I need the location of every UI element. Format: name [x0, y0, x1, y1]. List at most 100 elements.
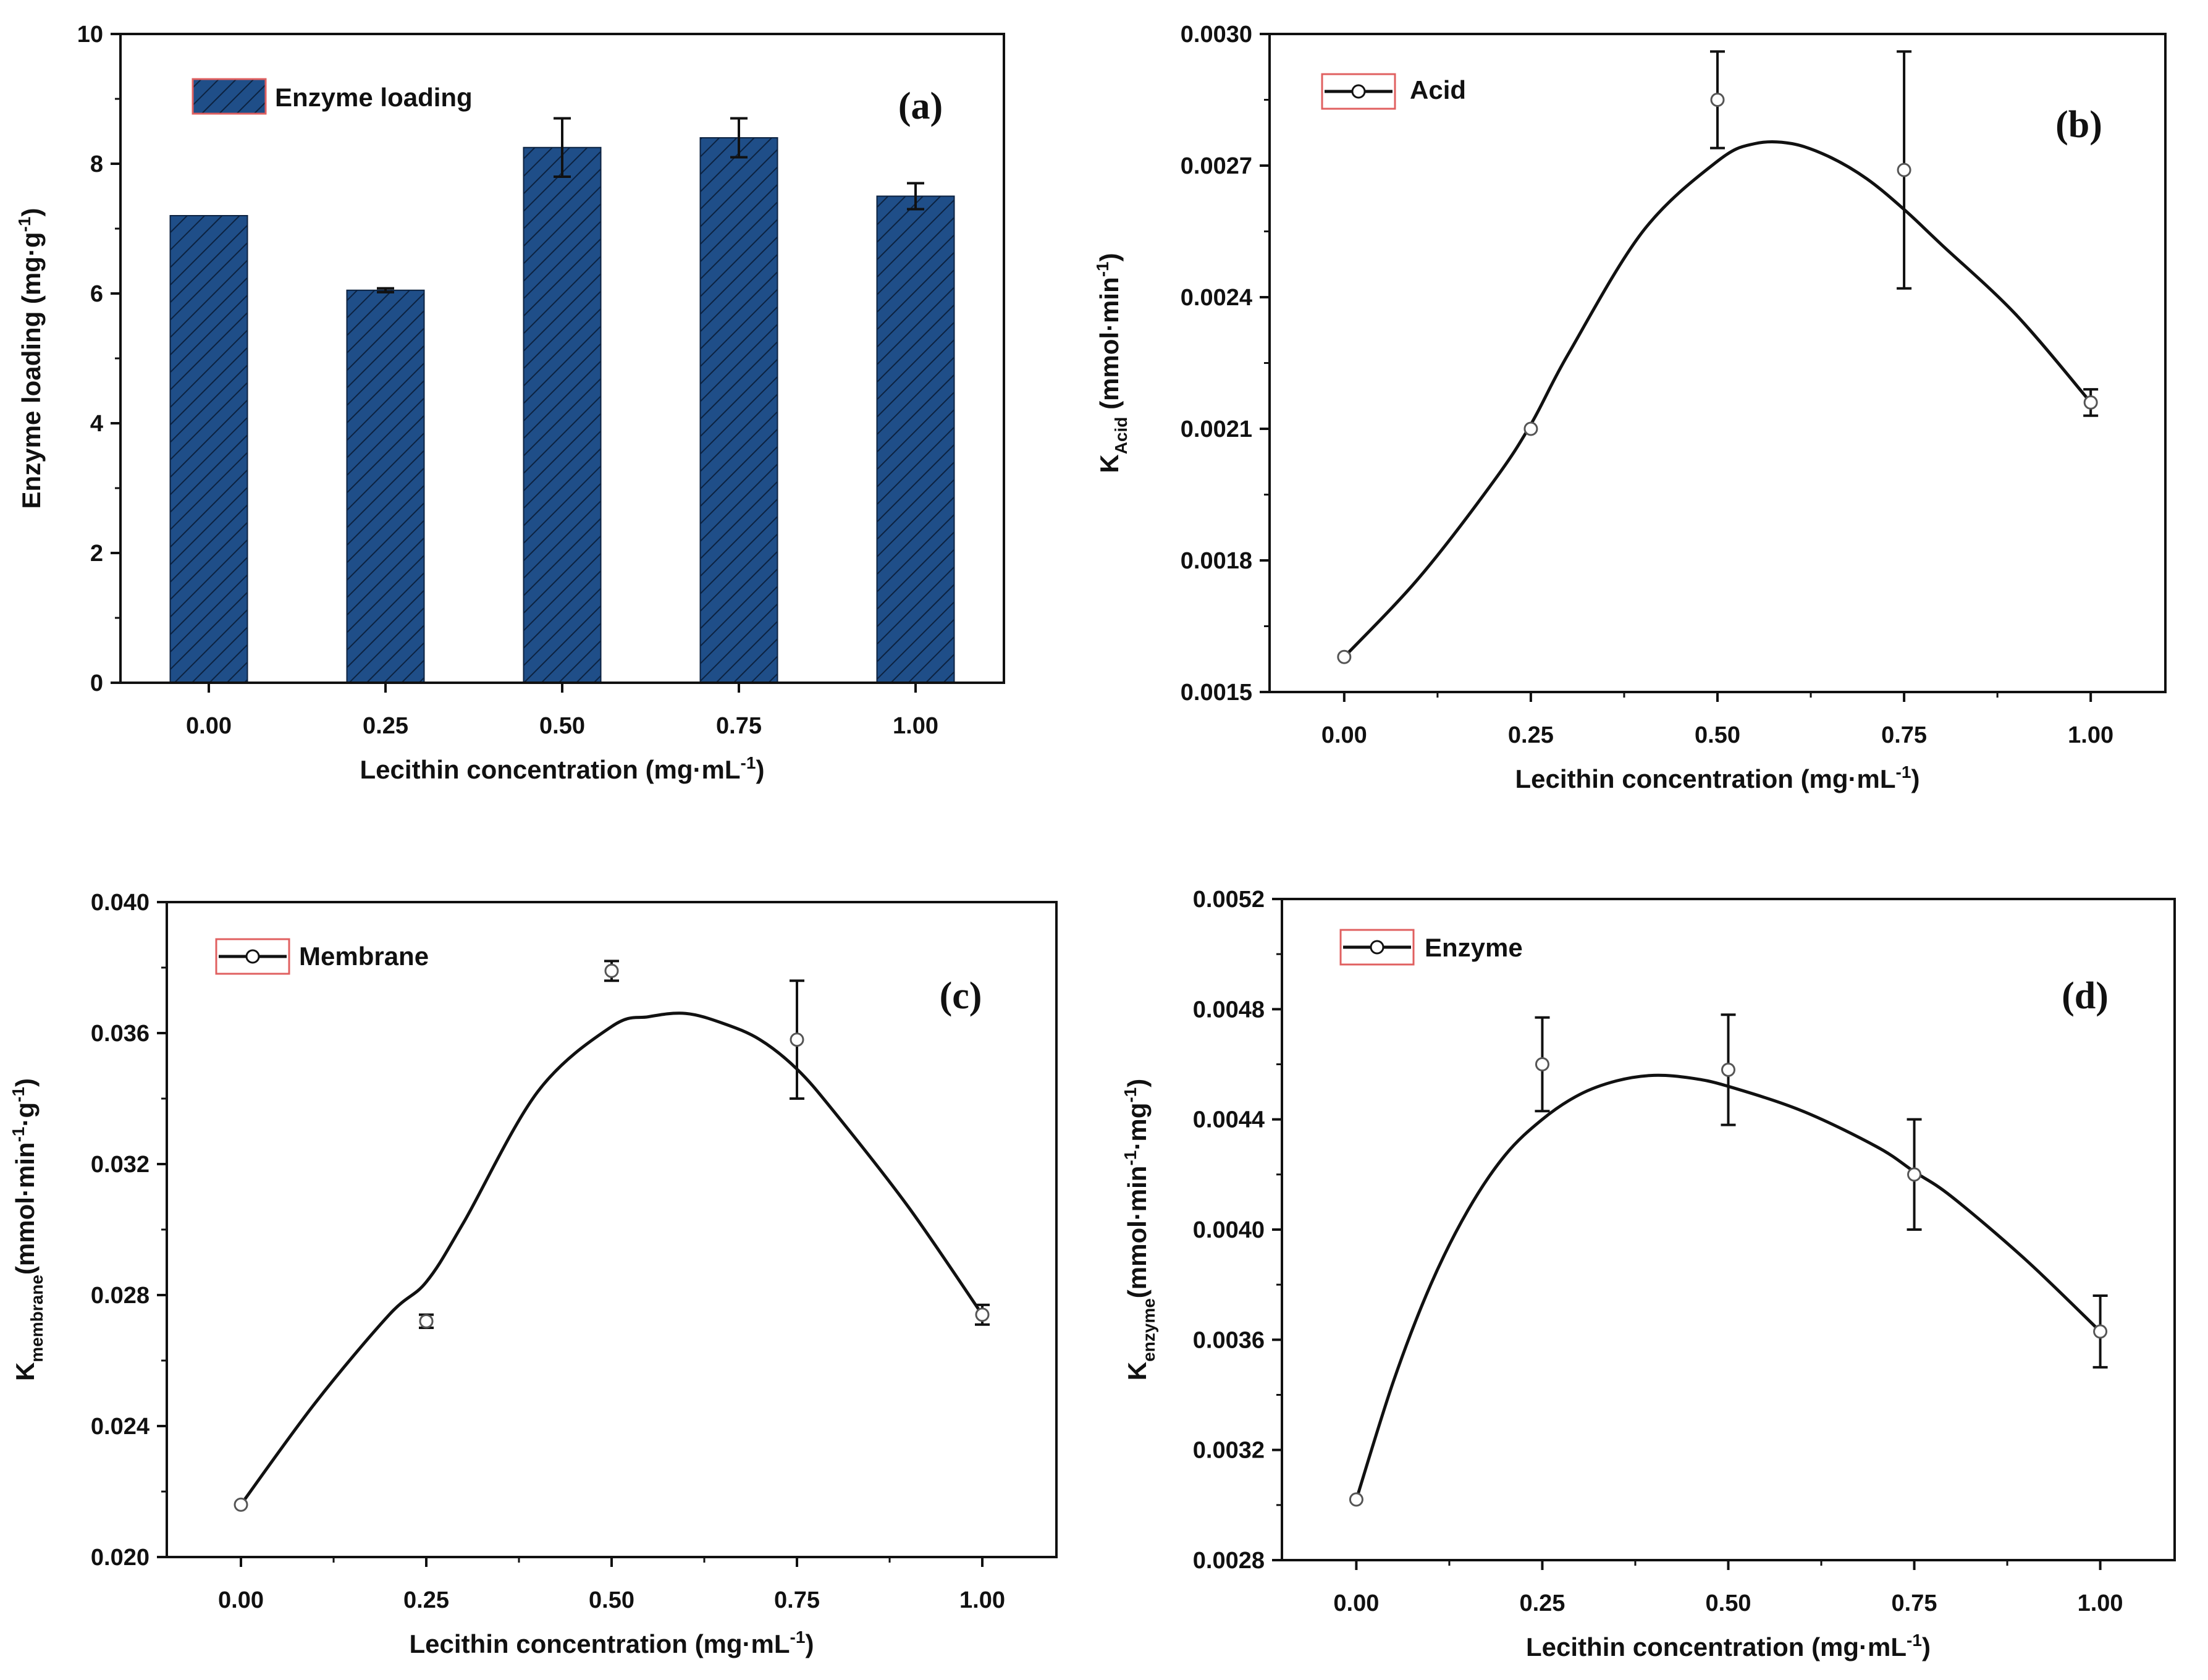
- x-tick-label: 0.50: [1706, 1590, 1751, 1616]
- y-axis-label: Kenzyme(mmol·min-1·mg-1): [1121, 1079, 1158, 1381]
- x-tick-label: 0.00: [218, 1587, 264, 1613]
- legend-marker: [1351, 84, 1366, 99]
- plot-frame: [166, 901, 1058, 1558]
- legend-label: Enzyme loading: [275, 83, 473, 112]
- x-tick-label: 0.25: [403, 1587, 449, 1613]
- x-tick-label: 1.00: [2078, 1590, 2123, 1616]
- panel-tag: (b): [2055, 104, 2102, 146]
- y-tick-label: 0.0052: [1193, 887, 1265, 913]
- x-axis-label: Lecithin concentration (mg·mL-1): [1515, 762, 1920, 793]
- fit-curve: [239, 1011, 984, 1506]
- y-tick-label: 0.0015: [1181, 680, 1252, 706]
- y-axis-label: Kmembrane(mmol·min-1·g-1): [9, 1078, 46, 1381]
- panel-tag: (d): [2062, 975, 2109, 1017]
- panel-a: 0 2 4 6 8 10 0.00 0.25 0.50 0.75 1.00 Enzyme loadin…: [15, 22, 1005, 784]
- y-tick-label: 0.0021: [1181, 416, 1252, 442]
- panel-tag: (a): [898, 85, 943, 127]
- y-tick-label: 0.0018: [1181, 548, 1252, 574]
- plot-frame: [1281, 898, 2176, 1561]
- bar: [523, 146, 602, 683]
- x-tick-label: 0.00: [1321, 722, 1367, 748]
- y-tick-label: 0.0028: [1193, 1548, 1265, 1574]
- data-point: [1535, 1057, 1549, 1071]
- legend-swatch: [193, 79, 266, 114]
- plot-frame: [1268, 33, 2167, 693]
- data-point: [975, 1307, 990, 1322]
- x-tick-label: 0.00: [186, 713, 232, 739]
- y-tick-label: 4: [90, 411, 103, 437]
- x-tick-label: 0.50: [589, 1587, 634, 1613]
- bar: [876, 195, 955, 683]
- y-tick-label: 0: [90, 670, 103, 696]
- x-tick-label: 0.25: [1508, 722, 1554, 748]
- legend-swatch-border: [1321, 73, 1396, 110]
- legend-swatch-border: [1339, 929, 1415, 966]
- data-point: [234, 1497, 248, 1512]
- y-tick-label: 0.0027: [1181, 153, 1252, 179]
- fit-curve: [1355, 1073, 2102, 1500]
- data-point: [1710, 93, 1725, 107]
- x-tick-label: 0.50: [539, 713, 585, 739]
- panel-tag: (c): [940, 975, 982, 1017]
- y-tick-label: 0.028: [91, 1283, 150, 1309]
- x-tick-label: 0.25: [1519, 1590, 1565, 1616]
- x-axis-label: Lecithin concentration (mg·mL-1): [410, 1627, 814, 1658]
- x-tick-label: 0.75: [716, 713, 762, 739]
- data-point: [2083, 395, 2098, 410]
- x-tick-label: 0.75: [1881, 722, 1927, 748]
- fit-curve: [1343, 140, 2092, 658]
- data-point: [1907, 1167, 1922, 1182]
- x-axis-label: Lecithin concentration (mg·mL-1): [1526, 1631, 1931, 1661]
- y-tick-label: 0.0044: [1193, 1107, 1265, 1133]
- data-point: [419, 1314, 434, 1328]
- panel-d: 0.0028 0.0032 0.0036 0.0040 0.0044 0.0048 0.00…: [1121, 887, 2176, 1661]
- data-point: [1721, 1062, 1735, 1077]
- data-point: [2093, 1324, 2108, 1339]
- bar: [346, 289, 425, 683]
- y-tick-label: 0.0048: [1193, 997, 1265, 1023]
- data-point: [1349, 1492, 1363, 1507]
- plot-frame: [119, 33, 1005, 684]
- bar: [169, 215, 248, 683]
- y-tick-label: 0.040: [91, 890, 150, 916]
- data-point: [1897, 163, 1911, 177]
- legend-marker: [1370, 940, 1384, 955]
- y-tick-label: 0.024: [91, 1414, 150, 1440]
- data-point: [1337, 649, 1352, 664]
- y-tick-label: 8: [90, 151, 103, 177]
- y-tick-label: 0.0024: [1181, 285, 1252, 311]
- y-tick-label: 0.0036: [1193, 1327, 1265, 1353]
- y-tick-label: 6: [90, 281, 103, 307]
- y-tick-label: 0.020: [91, 1545, 150, 1571]
- x-tick-label: 1.00: [959, 1587, 1005, 1613]
- x-tick-label: 0.75: [774, 1587, 820, 1613]
- legend-swatch-border: [192, 78, 267, 115]
- y-tick-label: 0.0032: [1193, 1438, 1265, 1464]
- panel-c: 0.020 0.024 0.028 0.032 0.036 0.040 0.00 0.25 0.…: [9, 890, 1058, 1658]
- y-tick-label: 0.0030: [1181, 22, 1252, 48]
- bar: [699, 137, 778, 683]
- x-tick-label: 0.00: [1333, 1590, 1379, 1616]
- panel-b: 0.0015 0.0018 0.0021 0.0024 0.0027 0.0030 0.00…: [1093, 22, 2167, 793]
- y-tick-label: 2: [90, 541, 103, 567]
- legend-label: Acid: [1410, 75, 1466, 104]
- y-tick-label: 0.0040: [1193, 1217, 1265, 1243]
- data-point: [1523, 421, 1538, 436]
- data-point: [604, 963, 619, 978]
- y-tick-label: 10: [77, 22, 103, 48]
- x-tick-label: 0.75: [1892, 1590, 1937, 1616]
- x-axis-label: Lecithin concentration (mg·mL-1): [360, 753, 765, 784]
- y-axis-label: Enzyme loading (mg·g-1): [15, 208, 46, 509]
- y-axis-label: KAcid (mmol·min-1): [1093, 253, 1131, 473]
- legend-label: Membrane: [299, 942, 429, 971]
- x-tick-label: 0.50: [1695, 722, 1740, 748]
- y-tick-label: 0.036: [91, 1021, 150, 1047]
- data-point: [790, 1032, 804, 1047]
- legend-swatch-border: [215, 938, 290, 975]
- y-tick-label: 0.032: [91, 1152, 150, 1178]
- x-tick-label: 1.00: [2068, 722, 2113, 748]
- legend-label: Enzyme: [1425, 933, 1523, 962]
- x-tick-label: 1.00: [893, 713, 938, 739]
- legend-marker: [245, 949, 260, 964]
